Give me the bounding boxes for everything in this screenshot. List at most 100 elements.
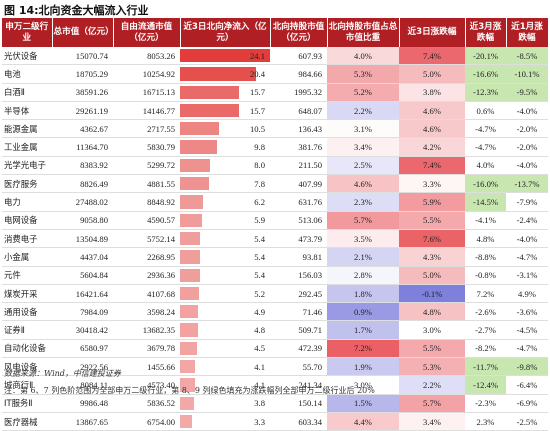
hold-cell: 381.76 (270, 137, 327, 157)
inflow-cell: 4.1 (180, 357, 270, 377)
industry-cell: 能源金属 (2, 119, 52, 139)
hold-cell: 292.45 (270, 284, 327, 304)
table-row: 消费电子 13504.89 5752.14 5.4 473.79 3.5% 7.6% 4.8%… (2, 229, 548, 249)
inflow-cell: 7.8 (180, 174, 270, 194)
inflow-cell: 4.9 (180, 302, 270, 322)
ratio-cell: 4.0% (327, 47, 399, 66)
inflow-value: 24.1 (249, 50, 265, 61)
total-cap-cell: 6580.97 (52, 339, 113, 359)
chg3m-cell: -20.1% (465, 47, 506, 66)
inflow-cell: 5.4 (180, 266, 270, 285)
chg3d-cell: 4.6% (399, 101, 465, 121)
chg3d-cell: 5.0% (399, 64, 465, 84)
table-row: 城商行Ⅱ 8084.11 4573.40 4.1 241.34 3.0% 2.2% -12.4… (2, 375, 548, 395)
chg1m-cell: -4.0% (506, 156, 548, 176)
inflow-cell: 15.7 (180, 101, 270, 121)
hold-cell: 607.93 (270, 47, 327, 66)
chg3d-cell: 5.5% (399, 339, 465, 359)
free-cap-cell: 8848.92 (113, 192, 180, 212)
total-cap-cell: 15070.74 (52, 47, 113, 66)
inflow-cell: 9.8 (180, 137, 270, 157)
inflow-value: 5.9 (254, 215, 265, 226)
inflow-bar (180, 103, 239, 118)
total-cap-cell: 9986.48 (52, 394, 113, 413)
inflow-bar (180, 378, 196, 392)
chg3d-cell: 3.0% (399, 320, 465, 340)
col-header-chg3d: 近3日涨跌幅 (399, 18, 466, 47)
chg3d-cell: 5.9% (399, 192, 465, 212)
footnotes: 数据来源：Wind，中信建投证券 注：第 6、7 列色阶范围为全部申万二级行业，… (4, 368, 544, 396)
free-cap-cell: 2268.95 (113, 247, 180, 267)
table-row: 风电设备 2922.56 1455.66 4.1 55.70 1.9% 5.3% -11.7%… (2, 357, 548, 377)
inflow-value: 3.8 (254, 398, 265, 409)
free-cap-cell: 4107.68 (113, 284, 180, 304)
total-cap-cell: 4437.04 (52, 247, 113, 267)
ratio-cell: 2.5% (327, 156, 399, 176)
chg1m-cell: 4.9% (506, 284, 548, 304)
total-cap-cell: 16421.64 (52, 284, 113, 304)
chg3m-cell: -4.1% (465, 211, 506, 230)
total-cap-cell: 38591.26 (52, 83, 113, 102)
total-cap-cell: 8084.11 (52, 375, 113, 395)
table-row: 小金属 4437.04 2268.95 5.4 93.81 2.1% 4.3% -8.8% -4… (2, 247, 548, 267)
chg3m-cell: -2.6% (465, 302, 506, 322)
chg1m-cell: -9.8% (506, 357, 548, 377)
free-cap-cell: 3679.78 (113, 339, 180, 359)
hold-cell: 241.34 (270, 375, 327, 395)
industry-cell: 小金属 (2, 247, 52, 267)
total-cap-cell: 5604.84 (52, 266, 113, 285)
chg1m-cell: -2.0% (506, 137, 548, 157)
industry-cell: 煤炭开采 (2, 284, 52, 304)
header-row: 申万二级行业 总市值（亿元） 自由流通市值（亿元） 近3日北向净流入（亿元） 北… (2, 18, 549, 47)
inflow-cell: 24.1 (180, 47, 270, 66)
inflow-value: 7.8 (254, 178, 265, 189)
industry-cell: 半导体 (2, 101, 52, 121)
chg1m-cell: -8.5% (506, 47, 548, 66)
hold-cell: 509.71 (270, 320, 327, 340)
figure-title: 图 14:北向资金大幅流入行业 (4, 4, 149, 17)
total-cap-cell: 2922.56 (52, 357, 113, 377)
chg1m-cell: -3.1% (506, 266, 548, 285)
chg3m-cell: -8.2% (465, 339, 506, 359)
ratio-cell: 4.4% (327, 412, 399, 431)
inflow-bar (180, 122, 220, 136)
ratio-cell: 3.1% (327, 119, 399, 139)
inflow-cell: 5.4 (180, 229, 270, 249)
color-note: 注：第 6、7 列色阶范围为全部申万二级行业，第 8、9 列绿色填充为涨跌幅列全… (4, 386, 375, 395)
inflow-value: 4.5 (254, 343, 265, 354)
chg1m-cell: -4.0% (506, 101, 548, 121)
hold-cell: 71.46 (270, 302, 327, 322)
inflow-value: 4.1 (254, 361, 265, 372)
free-cap-cell: 8053.26 (113, 47, 180, 66)
free-cap-cell: 4881.55 (113, 174, 180, 194)
chg1m-cell: -13.7% (506, 174, 548, 194)
chg3m-cell: -0.8% (465, 266, 506, 285)
inflow-value: 3.3 (254, 416, 265, 427)
free-cap-cell: 14146.77 (113, 101, 180, 121)
free-cap-cell: 16715.13 (113, 83, 180, 102)
chg1m-cell: -2.0% (506, 119, 548, 139)
chg3d-cell: 7.6% (399, 229, 465, 249)
table-row: 电池 18705.29 10254.92 20.4 984.66 5.3% 5.0% -16.… (2, 64, 548, 84)
table-row: 光学光电子 8383.92 5299.72 8.0 211.50 2.5% 7.4% 4.0%… (2, 156, 548, 176)
hold-cell: 648.07 (270, 101, 327, 121)
inflow-bar (180, 231, 201, 246)
ratio-cell: 2.1% (327, 247, 399, 267)
hold-cell: 136.43 (270, 119, 327, 139)
hold-cell: 473.79 (270, 229, 327, 249)
inflow-cell: 3.3 (180, 412, 270, 431)
industry-cell: 电力 (2, 192, 52, 212)
inflow-cell: 6.2 (180, 192, 270, 212)
chg3d-cell: 5.3% (399, 357, 465, 377)
chg3d-cell: 2.2% (399, 375, 465, 395)
inflow-value: 6.2 (254, 197, 265, 208)
table-row: 半导体 29261.19 14146.77 15.7 648.07 2.2% 4.6% 0.6… (2, 101, 548, 121)
chg3d-cell: 4.3% (399, 247, 465, 267)
industry-cell: 白酒Ⅱ (2, 83, 52, 102)
table-row: 通用设备 7984.09 3598.24 4.9 71.46 0.9% 4.8% -2.6% -… (2, 302, 548, 322)
col-header-industry: 申万二级行业 (2, 18, 53, 47)
source-note: 数据来源：Wind，中信建投证券 (4, 369, 121, 378)
hold-cell: 513.06 (270, 211, 327, 230)
inflow-bar (180, 195, 204, 209)
inflow-cell: 3.8 (180, 394, 270, 413)
